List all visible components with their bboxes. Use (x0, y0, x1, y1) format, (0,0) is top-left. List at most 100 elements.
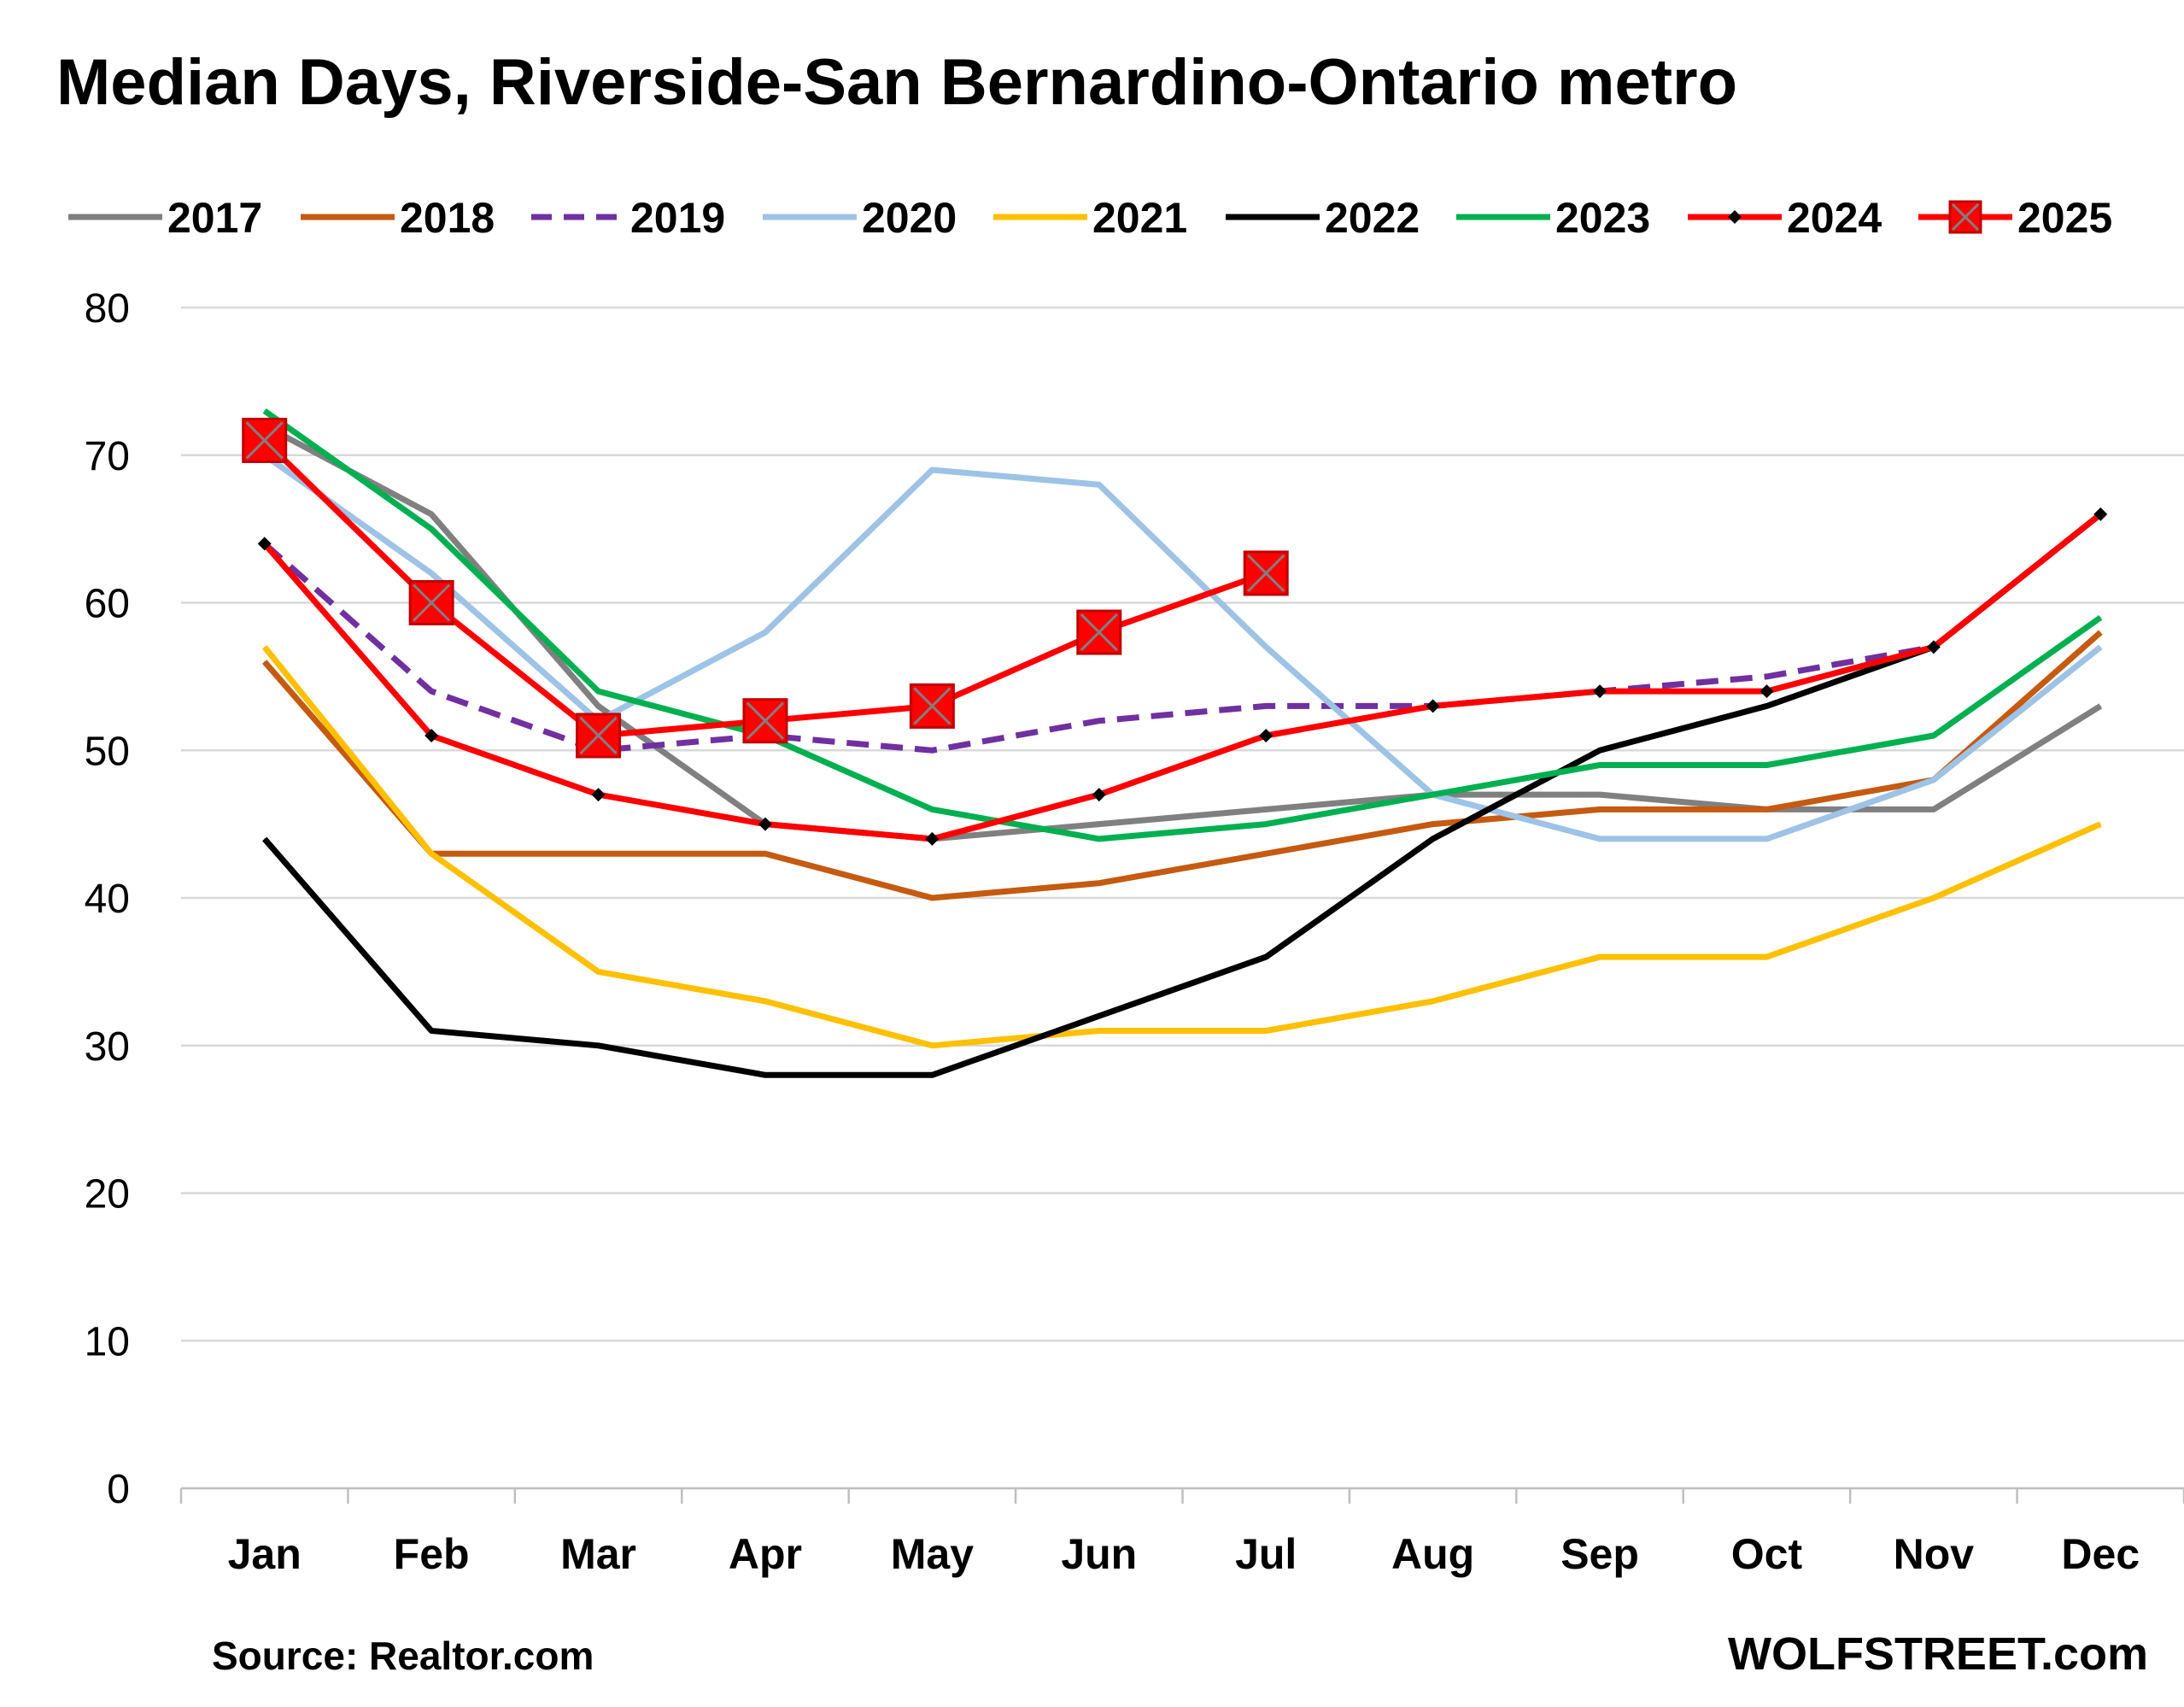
data-point (2093, 507, 2108, 521)
y-tick-label: 40 (85, 877, 130, 922)
y-tick-label: 10 (85, 1319, 130, 1364)
data-point (1265, 1029, 1267, 1031)
data-point (264, 410, 266, 412)
data-point (1765, 676, 1767, 678)
x-tick-label: Nov (1894, 1530, 1975, 1578)
series-2024 (257, 507, 2108, 846)
series-2020 (262, 452, 2103, 842)
data-point (1765, 765, 1767, 766)
data-point (1259, 728, 1274, 742)
data-point (598, 971, 600, 972)
data-point (430, 1029, 432, 1031)
legend-label: 2020 (862, 194, 957, 242)
data-point (764, 631, 766, 633)
x-tick-label: Sep (1560, 1530, 1639, 1578)
legend-label: 2019 (630, 194, 725, 242)
legend-item-2020: 2020 (763, 194, 957, 242)
data-point (1933, 808, 1935, 810)
data-point (931, 897, 933, 899)
data-point (758, 817, 772, 831)
data-point (1926, 640, 1941, 654)
data-point (598, 1045, 600, 1047)
legend: 2017 2018 2019 2020 2021 2022 2023 2024 2025 (68, 194, 2112, 242)
data-point (764, 1000, 766, 1002)
source-note: Source: Realtor.com (212, 1634, 594, 1678)
legend-item-2025: 2025 (1918, 194, 2112, 242)
data-point (598, 705, 600, 707)
y-axis: 0 10 20 30 40 50 60 70 80 (85, 286, 130, 1512)
data-point (1933, 779, 1935, 781)
series-line-2023 (262, 408, 2103, 842)
data-point (931, 469, 933, 471)
data-point (1599, 749, 1601, 751)
legend-item-2023: 2023 (1456, 194, 1650, 242)
data-point (2099, 705, 2101, 707)
data-point (430, 528, 432, 530)
data-point (1599, 765, 1601, 766)
data-point (1765, 705, 1767, 707)
legend-label: 2022 (1325, 194, 1420, 242)
y-tick-label: 80 (85, 286, 130, 331)
data-point (257, 537, 272, 551)
data-point (931, 1074, 933, 1076)
data-point (925, 831, 940, 846)
data-point (264, 838, 266, 840)
x-tick-label: Feb (394, 1530, 470, 1578)
x-tick-label: Apr (729, 1530, 802, 1578)
data-point (1599, 808, 1601, 810)
x-tick-label: Oct (1731, 1530, 1803, 1578)
x-axis: Jan Feb Mar Apr May Jun Jul Aug Sep Oct Nov Dec (179, 1487, 2184, 1578)
data-point (1599, 838, 1601, 840)
data-point (2099, 617, 2101, 619)
data-point (1098, 1015, 1100, 1017)
data-point (430, 513, 432, 515)
data-point (1593, 684, 1607, 699)
y-tick-label: 50 (85, 729, 130, 774)
data-point (591, 788, 606, 802)
legend-item-2017: 2017 (68, 194, 262, 242)
data-point (1243, 550, 1289, 596)
data-point (408, 580, 454, 625)
legend-item-2022: 2022 (1226, 194, 1420, 242)
y-tick-label: 20 (85, 1172, 130, 1217)
data-point (1098, 838, 1100, 840)
legend-item-2019: 2019 (531, 194, 725, 242)
data-point (2099, 631, 2101, 633)
series-2021 (261, 645, 2102, 1049)
data-point (1765, 838, 1767, 840)
legend-item-2024: 2024 (1688, 194, 1882, 242)
data-point (909, 683, 955, 729)
legend-label: 2018 (400, 194, 495, 242)
legend-label: 2024 (1787, 194, 1882, 242)
data-point (2099, 646, 2101, 648)
x-tick-label: Jan (228, 1530, 302, 1578)
series-2025 (242, 417, 1289, 759)
x-tick-label: May (891, 1530, 974, 1578)
data-point (598, 690, 600, 692)
data-point (1765, 956, 1767, 958)
data-point (1265, 956, 1267, 958)
x-tick-label: Mar (560, 1530, 636, 1578)
y-tick-label: 70 (85, 434, 130, 479)
data-point (264, 661, 266, 663)
data-point (764, 1074, 766, 1076)
data-point (1933, 897, 1935, 899)
legend-item-2021: 2021 (993, 194, 1187, 242)
legend-label: 2017 (167, 194, 262, 242)
series-line-2020 (262, 452, 2103, 842)
data-point (1765, 808, 1767, 810)
plot-area (242, 408, 2108, 1078)
x-tick-label: Jun (1061, 1530, 1137, 1578)
chart-title: Median Days, Riverside-San Bernardino-On… (56, 46, 1737, 119)
data-point (242, 417, 288, 463)
series-line-2021 (261, 645, 2102, 1049)
data-point (1076, 609, 1122, 655)
legend-label: 2023 (1555, 194, 1650, 242)
legend-item-2018: 2018 (301, 194, 495, 242)
x-tick-label: Dec (2061, 1530, 2140, 1578)
data-point (1432, 1000, 1434, 1002)
data-point (1265, 808, 1267, 810)
series-line-2017 (263, 423, 2103, 842)
data-point (1759, 684, 1774, 699)
data-point (931, 1045, 933, 1047)
